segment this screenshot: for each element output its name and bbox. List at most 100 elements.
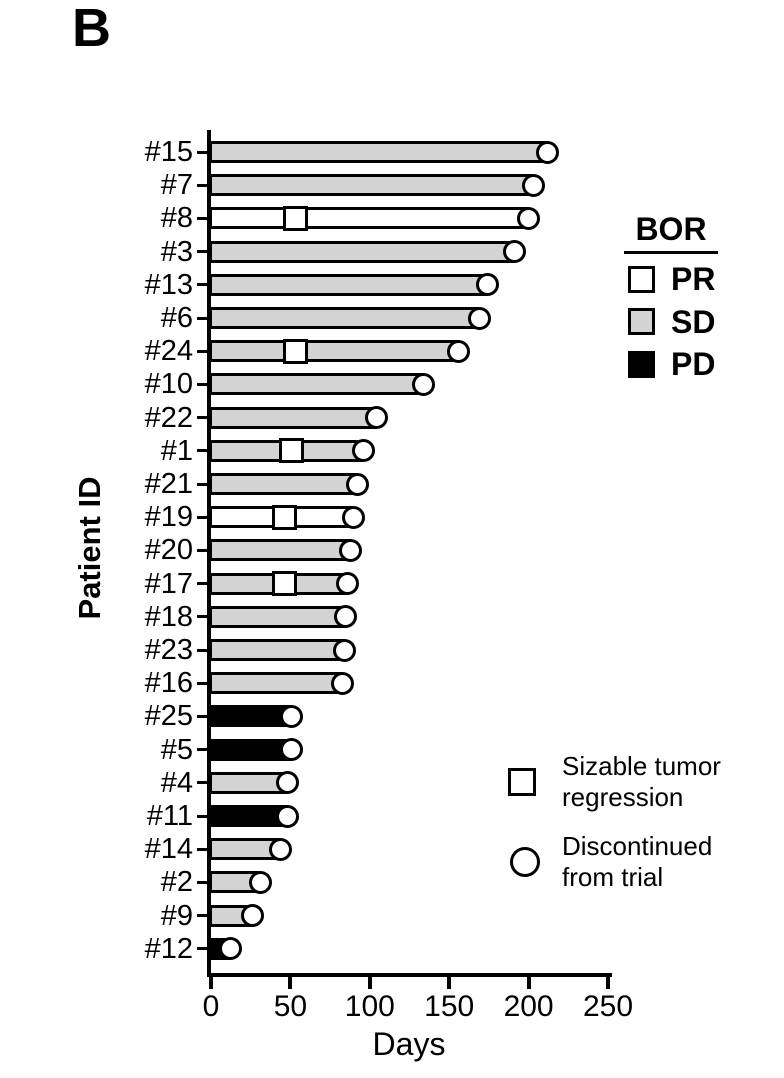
square-symbol-icon — [508, 768, 536, 796]
y-tick-label: #11 — [146, 800, 193, 832]
x-axis-title: Days — [372, 1026, 446, 1062]
patient-bar — [209, 174, 534, 197]
patient-bar — [209, 473, 358, 495]
tumor-regression-marker — [271, 504, 297, 530]
discontinued-marker — [334, 605, 358, 629]
tumor-regression-marker — [282, 338, 308, 364]
circle-symbol-label: Discontinued from trial — [562, 831, 713, 892]
y-tick-label: #3 — [160, 235, 193, 268]
discontinued-marker — [218, 937, 242, 961]
x-tick-mark — [288, 977, 293, 989]
y-tick-mark — [197, 316, 207, 320]
y-tick-mark — [197, 847, 207, 851]
discontinued-marker — [275, 771, 299, 795]
y-tick-mark — [197, 449, 207, 453]
discontinued-marker — [536, 140, 560, 164]
x-tick-mark — [209, 977, 213, 989]
patient-bar — [209, 639, 345, 661]
y-tick-mark — [197, 482, 207, 486]
discontinued-marker — [248, 870, 272, 894]
discontinued-marker — [364, 406, 388, 430]
y-tick-label: #17 — [144, 567, 193, 600]
y-tick-mark — [197, 748, 207, 752]
y-tick-mark — [197, 880, 207, 884]
x-tick-label: 150 — [424, 990, 475, 1023]
y-tick-mark — [197, 283, 207, 287]
y-tick-mark — [197, 582, 207, 586]
discontinued-marker — [332, 638, 356, 662]
x-tick-mark — [447, 977, 452, 989]
y-tick-label: #20 — [144, 534, 193, 567]
tumor-regression-marker — [282, 205, 308, 231]
y-tick-label: #19 — [144, 501, 193, 534]
discontinued-marker — [521, 173, 545, 197]
y-tick-label: #8 — [160, 202, 193, 235]
x-tick-label: 100 — [344, 990, 395, 1023]
discontinued-marker — [351, 439, 375, 463]
y-tick-mark — [197, 382, 207, 386]
y-tick-mark — [197, 183, 207, 187]
y-tick-label: #15 — [144, 136, 193, 168]
bor-legend-title: BOR — [624, 211, 718, 254]
y-tick-mark — [197, 515, 207, 519]
y-tick-label: #25 — [144, 700, 193, 733]
circle-symbol-icon — [510, 847, 540, 877]
bor-legend-item: PR — [628, 263, 715, 295]
y-tick-mark — [197, 548, 207, 552]
patient-bar — [209, 273, 488, 296]
discontinued-marker — [517, 206, 541, 230]
discontinued-marker — [467, 306, 491, 330]
tumor-regression-marker — [279, 438, 305, 464]
y-tick-label: #21 — [144, 468, 193, 500]
bor-legend-item: PD — [628, 346, 716, 382]
x-tick-label: 200 — [503, 990, 554, 1023]
patient-bar — [209, 207, 529, 230]
y-tick-label: #10 — [144, 368, 193, 401]
x-axis-line — [207, 973, 612, 977]
bor-item-label: SD — [671, 303, 716, 340]
discontinued-marker — [269, 837, 293, 861]
discontinued-marker — [280, 738, 304, 762]
y-tick-label: #1 — [160, 434, 193, 467]
patient-bar — [209, 141, 548, 163]
discontinued-marker — [331, 671, 355, 695]
y-tick-label: #13 — [144, 268, 193, 301]
patient-bar — [209, 672, 343, 695]
y-tick-label: #7 — [160, 169, 193, 202]
discontinued-marker — [280, 704, 304, 728]
y-tick-mark — [197, 714, 207, 718]
x-tick-mark — [606, 977, 610, 989]
y-tick-label: #22 — [144, 401, 193, 434]
discontinued-marker — [275, 804, 299, 828]
y-tick-mark — [197, 947, 207, 951]
y-tick-mark — [197, 150, 207, 154]
patient-bar — [209, 605, 346, 628]
y-tick-mark — [197, 416, 207, 420]
square-symbol-label: Sizable tumor regression — [562, 751, 721, 812]
x-tick-mark — [526, 977, 531, 989]
y-tick-label: #24 — [144, 335, 193, 368]
y-tick-mark — [197, 216, 207, 220]
discontinued-marker — [475, 273, 499, 297]
discontinued-marker — [240, 904, 264, 928]
y-tick-label: #9 — [160, 899, 193, 932]
y-tick-label: #6 — [160, 302, 193, 334]
y-tick-mark — [197, 781, 207, 785]
y-tick-label: #5 — [160, 733, 193, 766]
y-tick-mark — [197, 615, 207, 619]
y-tick-label: #2 — [160, 866, 193, 899]
bor-legend-item: SD — [628, 303, 716, 340]
discontinued-marker — [339, 538, 363, 562]
bor-swatch-sd — [628, 308, 655, 335]
bor-swatch-pd — [628, 350, 655, 378]
x-tick-mark — [367, 977, 372, 989]
patient-bar — [209, 539, 351, 562]
tumor-regression-marker — [271, 571, 297, 597]
bor-item-label: PD — [671, 346, 716, 382]
y-tick-label: #16 — [144, 667, 193, 700]
patient-bar — [209, 240, 515, 263]
y-tick-mark — [197, 914, 207, 918]
y-tick-label: #18 — [144, 600, 193, 633]
y-tick-label: #14 — [144, 833, 193, 866]
